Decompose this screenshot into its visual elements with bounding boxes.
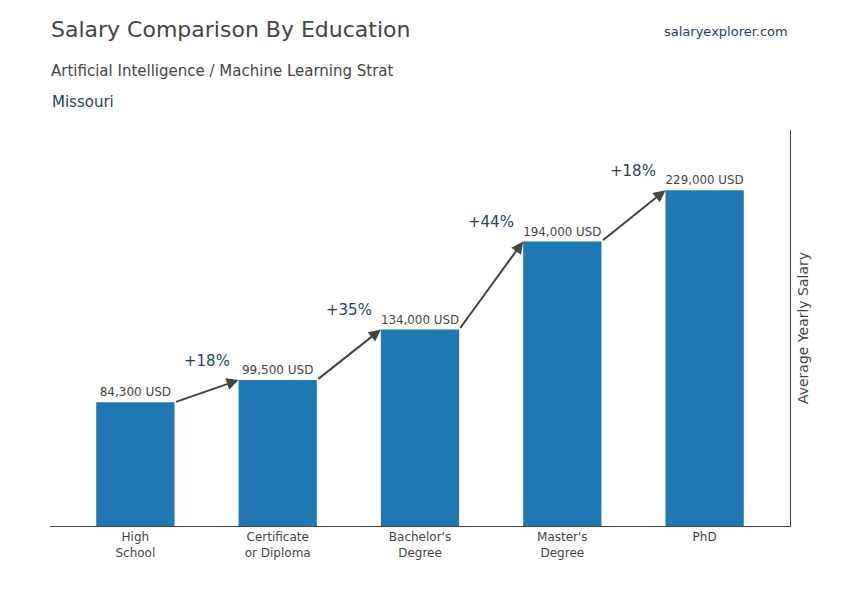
svg-text:+18%: +18% [184,352,230,370]
svg-text:+44%: +44% [468,213,514,231]
svg-text:Master'sDegree: Master'sDegree [537,530,588,560]
svg-text:229,000 USD: 229,000 USD [666,173,744,187]
svg-text:Missouri: Missouri [52,93,114,111]
svg-text:salaryexplorer.com: salaryexplorer.com [664,24,788,39]
svg-text:134,000 USD: 134,000 USD [381,313,459,327]
svg-text:84,300 USD: 84,300 USD [100,385,171,399]
svg-text:PhD: PhD [693,530,717,544]
svg-text:Certificateor Diploma: Certificateor Diploma [245,530,311,560]
svg-text:194,000 USD: 194,000 USD [523,225,601,239]
svg-text:HighSchool: HighSchool [115,530,155,560]
svg-text:+35%: +35% [326,301,372,319]
svg-text:99,500 USD: 99,500 USD [242,363,313,377]
svg-text:Salary Comparison By Education: Salary Comparison By Education [51,17,410,42]
svg-text:Bachelor'sDegree: Bachelor'sDegree [389,530,451,560]
svg-text:Artificial Intelligence / Mach: Artificial Intelligence / Machine Learni… [51,62,394,80]
svg-text:Average Yearly Salary: Average Yearly Salary [795,252,811,404]
svg-text:+18%: +18% [610,162,656,180]
